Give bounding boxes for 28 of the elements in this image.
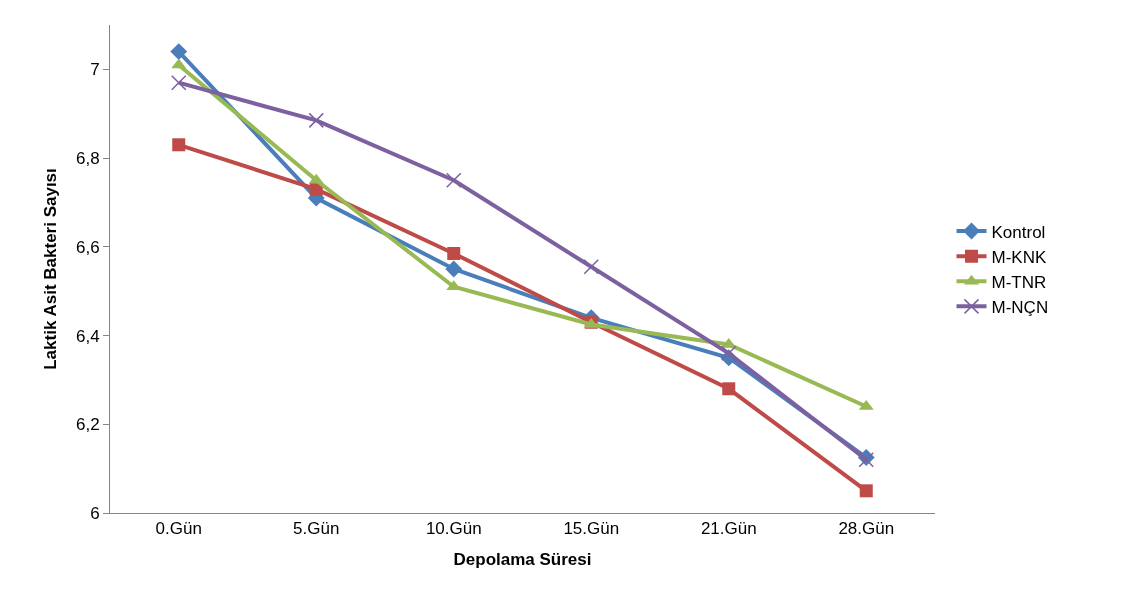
point [308,112,324,129]
point [583,259,599,275]
x-tick-label: 28.Gün [838,519,895,539]
y-tick-label: 6,8 [75,149,100,169]
y-axis-title: Laktik Asit Bakteri Sayısı [40,168,60,370]
point [859,484,873,498]
point [172,138,186,152]
legend-label: M-TNR [991,272,1047,292]
legend-label: Kontrol [991,222,1046,242]
y-tick-label: 6,4 [75,326,100,346]
point [446,172,462,189]
x-tick-label: 15.Gün [563,519,620,539]
y-tick-label: 7 [90,60,100,80]
x-tick-label: 10.Gün [425,519,482,539]
point [170,43,188,61]
y-tick-label: 6 [90,503,100,523]
point [722,382,736,396]
x-tick-label: 0.Gün [155,519,202,539]
legend-label: M-NÇN [991,297,1049,317]
y-tick-label: 6,6 [75,237,100,257]
point [445,260,463,278]
x-tick-label: 21.Gün [700,519,757,539]
y-tick-label: 6,2 [75,415,100,435]
point [447,246,461,260]
legend-label: M-KNK [991,247,1047,267]
x-tick-label: 5.Gün [293,519,340,539]
x-axis-title: Depolama Süresi [453,549,592,569]
point [171,74,187,91]
